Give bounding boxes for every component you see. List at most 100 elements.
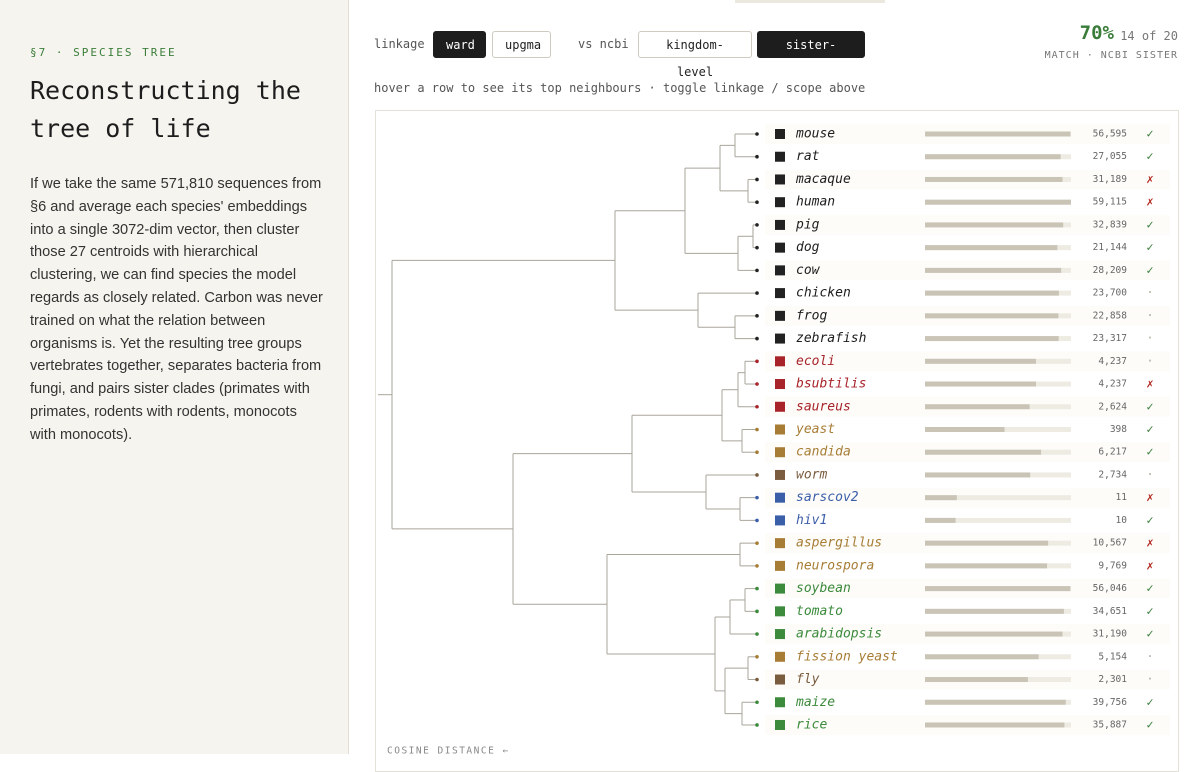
count-label: 32,839 [1093, 219, 1128, 230]
leaf-dot [755, 677, 759, 682]
species-swatch [775, 719, 785, 730]
match-mark: ✓ [1146, 604, 1153, 618]
species-swatch [775, 242, 785, 253]
leaf-dot [755, 154, 759, 159]
leaf-dot [755, 427, 759, 432]
count-label: 2,301 [1098, 674, 1127, 685]
count-label: 56,046 [1093, 583, 1128, 594]
match-mark: · [1146, 354, 1153, 368]
match-mark: · [1146, 308, 1153, 322]
count-bar [925, 540, 1049, 546]
match-mark: ✓ [1146, 717, 1153, 731]
count-label: 23,317 [1093, 333, 1127, 344]
linkage-label: linkage [374, 37, 425, 51]
count-bar [925, 631, 1063, 637]
species-swatch [775, 651, 785, 662]
count-label: 56,595 [1093, 129, 1127, 140]
count-bar [925, 654, 1039, 660]
species-swatch [775, 447, 785, 458]
species-name: hiv1 [796, 513, 827, 528]
match-mark: · [1146, 286, 1153, 300]
count-label: 6,217 [1098, 447, 1127, 458]
count-bar [925, 563, 1048, 569]
species-name: maize [795, 695, 835, 710]
title-line: Reconstructing the [30, 76, 301, 105]
body-text: If we take the same 571,810 sequences fr… [30, 176, 323, 443]
match-mark: ✓ [1146, 581, 1153, 595]
match-mark: ✓ [1146, 217, 1153, 231]
scope-button[interactable]: sister-level [757, 31, 865, 79]
leaf-dot [755, 609, 759, 614]
sidebar: §7 · SPECIES TREE Reconstructing the tre… [0, 0, 349, 754]
count-bar [925, 358, 1036, 364]
count-label: 4,237 [1098, 379, 1127, 390]
species-name: frog [796, 308, 827, 323]
count-label: 59,115 [1093, 197, 1127, 208]
species-name: bsubtilis [796, 377, 866, 392]
count-label: 4,237 [1098, 356, 1127, 367]
count-bar [925, 586, 1071, 592]
section-label: §7 · SPECIES TREE [30, 46, 177, 59]
leaf-dot [755, 564, 759, 568]
species-name: neurospora [796, 558, 874, 573]
species-name: tomato [796, 604, 843, 619]
species-swatch [775, 560, 785, 571]
count-label: 35,887 [1093, 719, 1127, 730]
hint: hover a row to see its top neighbours · … [374, 81, 866, 95]
leaf-dot [755, 450, 759, 455]
species-swatch [775, 469, 785, 480]
match-mark: ✓ [1146, 399, 1153, 413]
count-label: 31,190 [1093, 629, 1128, 640]
match-mark: ✓ [1146, 240, 1153, 254]
species-swatch [775, 379, 785, 390]
count-bar [925, 381, 1036, 387]
species-name: zebrafish [796, 331, 866, 346]
species-name: worm [796, 467, 827, 482]
count-label: 28,209 [1093, 265, 1128, 276]
leaf-dot [755, 495, 759, 500]
species-swatch [775, 606, 785, 617]
species-swatch [775, 310, 785, 321]
species-swatch [775, 492, 785, 503]
match-caption: MATCH · NCBI SISTER [1044, 50, 1178, 61]
dendrogram: COSINE DISTANCE ← mouse 56,595 ✓ rat 27,055 ✓… [378, 126, 1154, 754]
count-bar [925, 699, 1066, 705]
linkage-button[interactable]: upgma [492, 31, 551, 58]
leaf-dot [755, 200, 759, 204]
leaf-dot [755, 336, 759, 341]
count-bar [925, 722, 1065, 728]
match-mark: ✓ [1146, 695, 1153, 709]
count-label: 2,624 [1098, 401, 1127, 412]
count-bar [925, 426, 1005, 432]
match-mark: ✗ [1146, 195, 1153, 209]
species-name: fly [796, 672, 820, 687]
count-bar [925, 154, 1061, 160]
species-swatch [775, 333, 785, 344]
scope-button[interactable]: kingdom-level [638, 31, 752, 79]
count-bar [925, 677, 1028, 683]
match-mark: ✓ [1146, 513, 1153, 527]
species-name: arabidopsis [796, 627, 882, 642]
count-bar [925, 131, 1071, 137]
species-name: saureus [796, 399, 851, 414]
count-bar [925, 267, 1062, 273]
leaf-dot [755, 700, 759, 705]
count-label: 34,651 [1093, 606, 1128, 617]
tab-indicator [735, 0, 885, 3]
species-swatch [775, 219, 785, 230]
leaf-dot [755, 382, 759, 386]
species-swatch [775, 424, 785, 435]
linkage-button[interactable]: ward [433, 31, 486, 58]
species-name: cow [796, 263, 821, 278]
scope-label: vs ncbi [578, 37, 629, 51]
match-mark: · [1146, 331, 1153, 345]
count-label: 398 [1110, 424, 1127, 435]
species-name: human [796, 195, 835, 210]
species-swatch [775, 674, 785, 685]
species-name: pig [795, 217, 820, 232]
match-mark: ✗ [1146, 536, 1153, 550]
count-bar [925, 313, 1059, 319]
leaf-dot [755, 223, 759, 227]
count-bar [925, 517, 956, 523]
